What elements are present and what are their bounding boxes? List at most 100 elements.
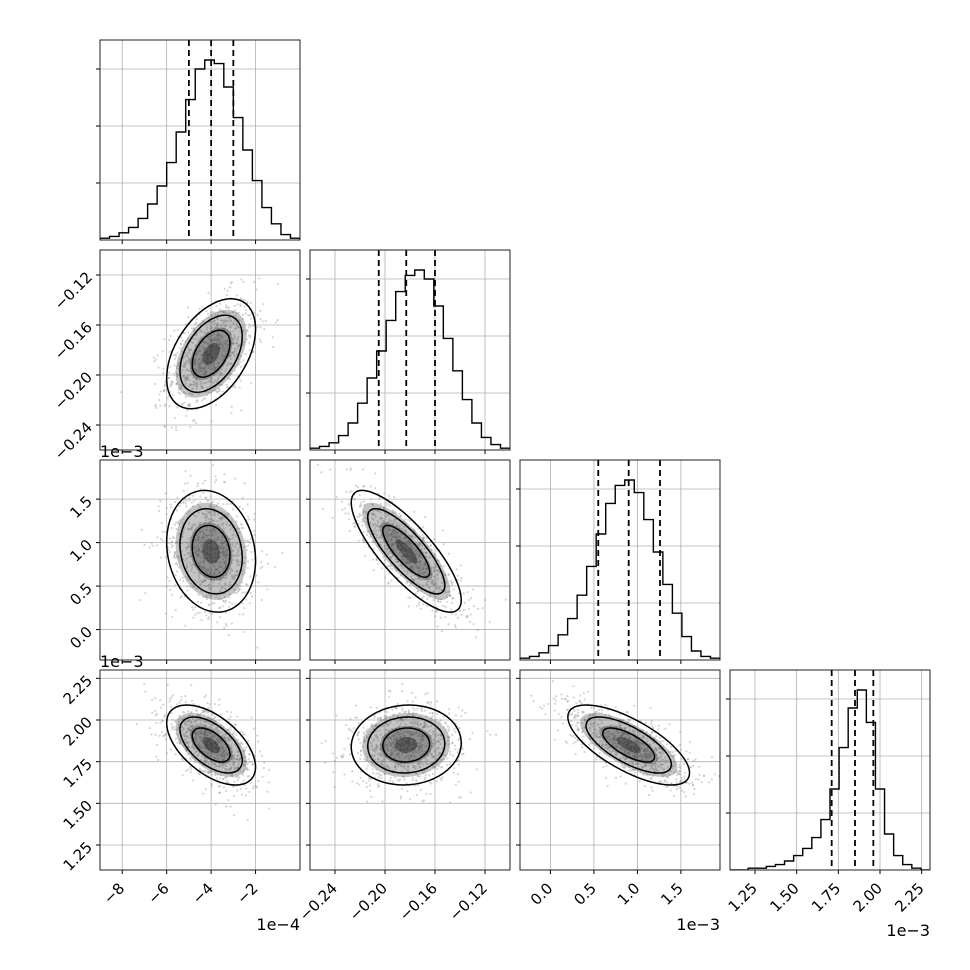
sample-point: [394, 749, 397, 752]
sample-point: [226, 515, 229, 518]
sample-point: [227, 584, 230, 587]
sample-point: [419, 737, 422, 741]
sample-point: [143, 683, 146, 686]
sample-point: [210, 750, 213, 753]
sample-point: [242, 749, 245, 752]
sample-point: [434, 741, 437, 744]
sample-point: [178, 533, 181, 536]
sample-point: [423, 750, 426, 754]
sample-point: [179, 387, 182, 390]
sample-point: [421, 749, 424, 753]
sample-point: [224, 305, 228, 308]
sample-point: [393, 738, 396, 742]
sample-point: [229, 738, 233, 741]
sample-point: [186, 589, 189, 592]
sample-point: [195, 736, 198, 739]
sample-point: [187, 736, 190, 739]
sample-point: [403, 756, 407, 759]
sample-point: [429, 573, 432, 576]
sample-point: [246, 539, 249, 542]
sample-point: [417, 577, 421, 580]
sample-point: [215, 573, 218, 577]
sample-point: [373, 532, 377, 535]
sample-point: [392, 543, 395, 546]
sample-point: [243, 591, 246, 594]
sample-point: [204, 543, 208, 546]
sample-point: [219, 764, 222, 767]
sample-point: [232, 763, 235, 766]
sample-point: [408, 732, 411, 735]
sample-point: [173, 555, 176, 558]
sample-point: [404, 723, 407, 726]
sample-point: [184, 379, 187, 382]
sample-point: [620, 726, 623, 729]
sample-point: [405, 562, 408, 566]
sample-point: [191, 606, 194, 609]
sample-point: [400, 556, 404, 559]
sample-point: [415, 577, 418, 580]
sample-point: [372, 512, 375, 516]
sample-point: [216, 740, 220, 743]
sample-point: [391, 708, 394, 711]
sample-point: [393, 749, 396, 752]
sample-point: [205, 552, 208, 555]
sample-point: [200, 728, 203, 732]
sample-point: [404, 540, 407, 543]
sample-point: [201, 755, 204, 758]
sample-point: [623, 732, 626, 735]
sample-point: [238, 386, 241, 389]
sample-point: [404, 529, 407, 532]
sample-point: [212, 534, 215, 537]
sample-point: [192, 327, 195, 330]
sample-point: [257, 277, 261, 280]
sample-point: [198, 550, 201, 553]
sample-point: [454, 613, 458, 616]
sample-point: [221, 517, 224, 521]
sample-point: [424, 776, 427, 779]
sample-point: [399, 762, 402, 765]
sample-point: [320, 471, 323, 474]
sample-point: [228, 592, 231, 596]
sample-point: [401, 737, 404, 740]
sample-point: [417, 774, 420, 777]
sample-point: [431, 715, 434, 718]
sample-point: [235, 294, 239, 297]
panel-3-1: −0.24 −0.20 −0.16 −0.12: [296, 669, 511, 925]
sample-point: [219, 324, 223, 327]
sample-point: [207, 738, 210, 742]
sample-point: [436, 625, 439, 628]
sample-point: [679, 748, 682, 751]
sample-point: [201, 792, 205, 795]
sample-point: [195, 318, 198, 321]
sample-point: [407, 738, 410, 741]
sample-point: [229, 538, 232, 541]
sample-point: [250, 325, 253, 328]
sample-point: [646, 749, 649, 752]
sample-point: [431, 742, 435, 745]
sample-point: [223, 576, 226, 580]
sample-point: [187, 718, 191, 722]
sample-point: [358, 512, 361, 516]
sample-point: [343, 747, 346, 750]
sample-point: [190, 711, 193, 714]
sample-point: [396, 730, 400, 733]
sample-point: [454, 748, 457, 751]
sample-point: [200, 746, 203, 749]
sample-point: [181, 717, 184, 720]
sample-point: [177, 364, 180, 367]
sample-point: [395, 740, 398, 743]
sample-point: [162, 703, 165, 706]
sample-point: [204, 720, 207, 723]
sample-point: [213, 578, 216, 581]
sample-point: [216, 337, 219, 340]
sample-point: [420, 571, 424, 574]
sample-point: [185, 360, 188, 363]
sample-point: [190, 527, 193, 530]
sample-point: [203, 566, 206, 569]
sample-point: [423, 562, 426, 565]
sample-point: [407, 757, 411, 760]
sample-point: [213, 577, 216, 581]
sample-point: [236, 789, 239, 792]
sample-point: [211, 344, 214, 348]
sample-point: [242, 343, 245, 346]
